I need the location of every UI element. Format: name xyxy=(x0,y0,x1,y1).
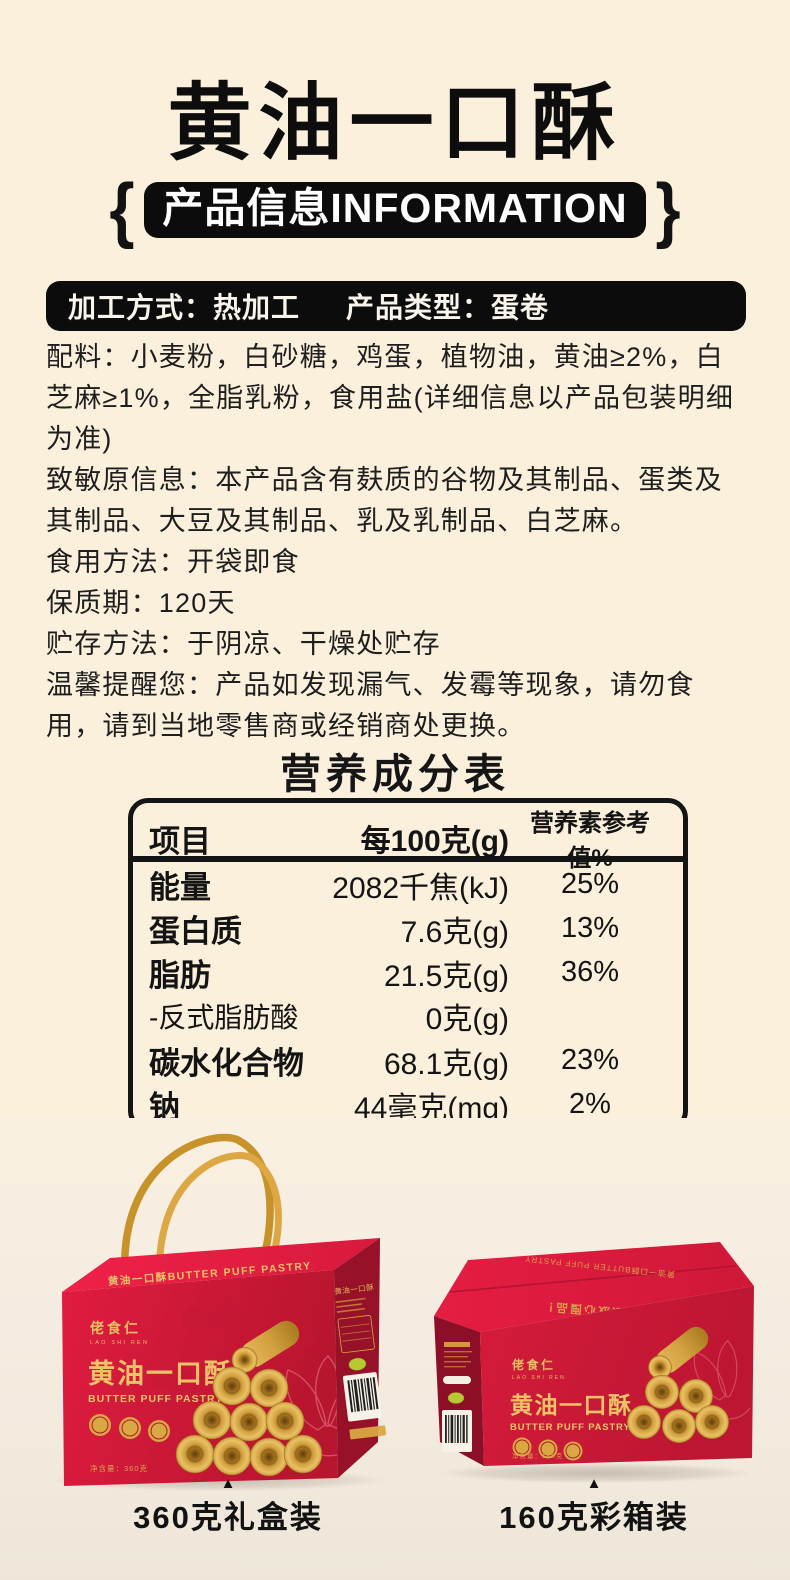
triangle-marker-icon: ▲ xyxy=(220,1475,236,1492)
product-type: 产品类型：蛋卷 xyxy=(346,292,550,323)
barcode xyxy=(445,1415,468,1443)
giftbox-title: 黄油一口酥 xyxy=(88,1359,233,1389)
pastry-roll xyxy=(694,1404,730,1440)
table-row: 能量 2082千焦(kJ) 25% xyxy=(133,862,683,906)
giftbox-caption-text: 360克礼盒装 xyxy=(133,1500,323,1535)
giftbox-image: 黄油一口酥BUTTER PUFF PASTRY 佬食仁 LAO SHI REN … xyxy=(50,1133,387,1491)
allergen-text: 致敏原信息：本产品含有麸质的谷物及其制品、蛋类及其制品、大豆及其制品、乳及乳制品… xyxy=(46,465,723,536)
carton-net-weight: 净含量：160克 xyxy=(512,1451,563,1460)
pastry-roll xyxy=(212,1436,252,1476)
row-value: 7.6克(g) xyxy=(400,915,509,949)
carton-caption-text: 160克彩箱装 xyxy=(499,1500,689,1535)
carton-shadow xyxy=(438,1463,754,1483)
process-type-bar: 加工方式：热加工 产品类型：蛋卷 xyxy=(46,281,746,331)
giftbox-handle xyxy=(120,1133,282,1294)
product-details: 配料：小麦粉，白砂糖，鸡蛋，植物油，黄油≥2%，白芝麻≥1%，全脂乳粉，食用盐(… xyxy=(46,337,748,745)
pastry-roll xyxy=(626,1404,662,1440)
brace-right: } xyxy=(654,170,681,250)
carton-brand-sub: LAO SHI REN xyxy=(512,1375,566,1381)
nutrition-table: 项目 每100克(g) 营养素参考值% 能量 2082千焦(kJ) 25% 蛋白… xyxy=(128,798,688,1131)
brace-left: { xyxy=(109,170,135,250)
section-banner: { 产品信息INFORMATION } xyxy=(0,170,790,250)
carton-badges xyxy=(512,1437,583,1461)
table-row: 碳水化合物 68.1克(g) 23% xyxy=(133,1038,683,1082)
barcode xyxy=(347,1377,379,1413)
row-label: 脂肪 xyxy=(149,958,211,993)
row-ref: 13% xyxy=(560,912,620,944)
pastry-roll xyxy=(249,1368,289,1408)
carton-top-face xyxy=(434,1242,754,1332)
triangle-marker-icon: ▲ xyxy=(586,1475,602,1492)
carton-title: 黄油一口酥 xyxy=(510,1392,633,1418)
process-method: 加工方式：热加工 xyxy=(68,292,301,323)
col-per-100g: 每100克(g) xyxy=(360,825,509,858)
row-ref: 36% xyxy=(560,956,620,988)
row-ref: 2% xyxy=(569,1088,611,1120)
pastry-roll xyxy=(661,1408,697,1444)
row-value: 0克(g) xyxy=(425,1003,509,1036)
carton-side-panel xyxy=(442,1342,472,1452)
giftbox-subtitle: BUTTER PUFF PASTRY xyxy=(88,1393,223,1405)
pastry-roll xyxy=(249,1437,289,1477)
giftbox-caption: ▲ 360克礼盒装 xyxy=(78,1476,378,1537)
pastry-roll xyxy=(175,1434,215,1474)
row-label: 碳水化合物 xyxy=(149,1046,304,1081)
giftbox-net-weight: 净含量：360克 xyxy=(90,1463,148,1473)
giftbox-side-panel: 黄油一口酥 xyxy=(334,1282,387,1440)
carton-subtitle: BUTTER PUFF PASTRY xyxy=(510,1422,630,1433)
table-row: 脂肪 21.5克(g) 36% xyxy=(133,950,683,994)
ingredients-text: 配料：小麦粉，白砂糖，鸡蛋，植物油，黄油≥2%，白芝麻≥1%，全脂乳粉，食用盐(… xyxy=(46,342,735,454)
giftbox-side-gold-strip xyxy=(349,1425,387,1440)
giftbox-brand-sub: LAO SHI REN xyxy=(90,1340,149,1346)
warning-text: 温馨提醒您：产品如发现漏气、发霉等现象，请勿食用，请到当地零售商或经销商处更换。 xyxy=(46,670,695,741)
pastry-pile xyxy=(175,1320,323,1477)
green-sticker xyxy=(348,1357,367,1371)
col-item: 项目 xyxy=(149,823,211,859)
page-title: 黄油一口酥 xyxy=(167,76,623,170)
table-row: 蛋白质 7.6克(g) 13% xyxy=(133,906,683,950)
pastry-roll xyxy=(229,1402,269,1442)
green-sticker xyxy=(447,1392,465,1404)
col-nrv: 营养素参考值% xyxy=(530,810,650,872)
product-photo-section: 黄油一口酥BUTTER PUFF PASTRY 佬食仁 LAO SHI REN … xyxy=(0,1118,790,1580)
usage-text: 食用方法：开袋即食 xyxy=(46,547,300,577)
shelf-life-text: 保质期：120天 xyxy=(46,588,236,618)
carton-top-seam xyxy=(449,1265,737,1293)
row-value: 21.5克(g) xyxy=(383,959,509,993)
section-label: 产品信息INFORMATION xyxy=(144,182,646,238)
carton-image: 黄油一口酥BUTTER PUFF PASTRY 佬食仁，敢放心囤品！ xyxy=(434,1242,754,1483)
pastry-roll xyxy=(192,1400,232,1440)
pastry-pile xyxy=(626,1326,730,1444)
row-label: -反式脂肪酸 xyxy=(149,1002,299,1033)
nutrition-header-row: 项目 每100克(g) 营养素参考值% xyxy=(133,803,683,872)
giftbox-badges xyxy=(89,1414,170,1442)
row-label: 蛋白质 xyxy=(149,914,242,949)
pastry-roll xyxy=(265,1401,305,1441)
giftbox-brand: 佬食仁 xyxy=(90,1320,141,1336)
row-label: 能量 xyxy=(149,870,211,905)
giftbox-top-face xyxy=(62,1238,380,1292)
storage-text: 贮存方法：于阴凉、干燥处贮存 xyxy=(46,629,441,659)
row-value: 2082千焦(kJ) xyxy=(332,871,509,905)
table-row: -反式脂肪酸 0克(g) xyxy=(133,994,683,1038)
row-ref: 23% xyxy=(560,1044,620,1076)
pastry-roll xyxy=(644,1374,680,1410)
pastry-roll xyxy=(212,1366,252,1406)
white-label xyxy=(443,1376,471,1384)
nutrition-title: 营养成分表 xyxy=(280,751,510,797)
carton-brand: 佬食仁 xyxy=(512,1357,556,1372)
row-value: 68.1克(g) xyxy=(383,1047,509,1081)
row-ref: 25% xyxy=(560,868,620,900)
giftbox-side-title: 黄油一口酥 xyxy=(334,1282,375,1297)
pastry-roll xyxy=(283,1434,323,1474)
carton-caption: ▲ 160克彩箱装 xyxy=(444,1476,744,1537)
